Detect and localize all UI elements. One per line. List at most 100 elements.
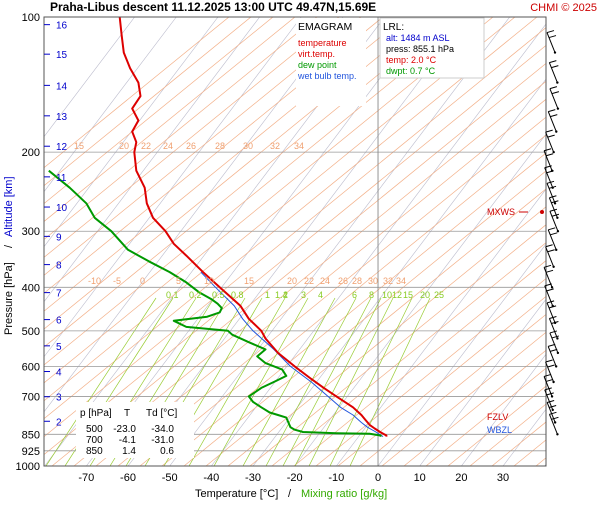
dry-adiabat-line bbox=[44, 17, 296, 222]
pressure-tick-label: 600 bbox=[22, 361, 40, 373]
legend-item-dew-point: dew point bbox=[298, 60, 337, 70]
mixing-ratio-label: 1 bbox=[265, 290, 270, 300]
mixing-ratio-line bbox=[349, 297, 431, 466]
wind-barb bbox=[548, 316, 559, 340]
adiabat-label: 32 bbox=[270, 141, 280, 151]
dry-adiabat-line bbox=[403, 349, 546, 466]
altitude-tick-label: 2 bbox=[56, 417, 62, 428]
mixing-ratio-label: 12 bbox=[392, 290, 402, 300]
mixing-ratio-label: 25 bbox=[434, 290, 444, 300]
adiabat-label: 10 bbox=[204, 276, 214, 286]
credit-label: CHMI © 2025 bbox=[530, 2, 597, 14]
pressure-tick-label: 300 bbox=[22, 226, 40, 238]
dry-adiabat-line bbox=[381, 331, 546, 466]
wind-barb bbox=[549, 208, 560, 233]
mxws-point bbox=[540, 210, 544, 214]
x-tick-label: -10 bbox=[328, 472, 344, 484]
isotherm-line bbox=[377, 243, 546, 466]
mixing-ratio-line bbox=[213, 297, 309, 466]
table-row-500-p: 500 bbox=[86, 424, 103, 435]
dew-point-line bbox=[48, 169, 382, 437]
x-tick-label: 0 bbox=[375, 472, 381, 484]
isotherm-line bbox=[419, 298, 546, 466]
adiabat-label: 24 bbox=[163, 141, 173, 151]
y-axis-label-altitude: Altitude [km] bbox=[3, 176, 15, 237]
adiabat-label: 22 bbox=[141, 141, 151, 151]
mixing-ratio-label: 1.4 bbox=[275, 290, 288, 300]
table-row-700-td: -31.0 bbox=[151, 435, 174, 446]
altitude-tick-label: 4 bbox=[56, 368, 62, 379]
x-axis-title: Temperature [°C] / Mixing ratio [g/kg] bbox=[195, 488, 387, 500]
isotherm-line bbox=[44, 17, 302, 358]
x-tick-label: -40 bbox=[203, 472, 219, 484]
mixing-ratio-line bbox=[329, 297, 413, 466]
x-tick-label: 30 bbox=[497, 472, 509, 484]
adiabat-label: 30 bbox=[368, 276, 378, 286]
dry-adiabat-line bbox=[44, 17, 252, 187]
altitude-tick-label: 3 bbox=[56, 393, 62, 404]
level-table: p [hPa] T Td [°C] 500 -23.0 -34.0 700 -4… bbox=[76, 402, 194, 458]
wind-barb bbox=[547, 109, 558, 133]
x-tick-label: -20 bbox=[287, 472, 303, 484]
adiabat-label: 34 bbox=[396, 276, 406, 286]
altitude-tick-label: 13 bbox=[56, 112, 68, 123]
dry-adiabat-line bbox=[161, 152, 546, 466]
lrl-box: LRL: alt: 1484 m ASL press: 855.1 hPa te… bbox=[379, 17, 485, 79]
wind-barb bbox=[547, 343, 558, 368]
adiabat-label: 32 bbox=[383, 276, 393, 286]
isotherm-line bbox=[127, 17, 469, 466]
altitude-tick-label: 16 bbox=[56, 21, 68, 32]
legend-item-wet-bulb: wet bulb temp. bbox=[297, 71, 357, 81]
mixing-ratio-label: 4 bbox=[318, 290, 323, 300]
mixing-ratio-label: 0.5 bbox=[212, 290, 225, 300]
wind-barb bbox=[548, 60, 559, 84]
adiabat-label: 20 bbox=[287, 276, 297, 286]
wet-bulb-line bbox=[200, 271, 384, 438]
isotherm-line bbox=[336, 188, 546, 466]
wbzl-label: WBZL bbox=[487, 425, 512, 435]
mixing-ratio-line bbox=[294, 297, 382, 466]
mixing-ratio-label: 2 bbox=[283, 290, 288, 300]
wind-barb bbox=[549, 86, 560, 110]
mixing-ratio-label: 3 bbox=[301, 290, 306, 300]
adiabat-label: 28 bbox=[215, 141, 225, 151]
wind-barb bbox=[548, 411, 559, 436]
table-row-850-td: 0.6 bbox=[160, 446, 174, 457]
lrl-dwpt: dwpt: 0.7 °C bbox=[386, 66, 436, 76]
isotherm-line bbox=[252, 78, 546, 466]
dry-adiabat-line bbox=[44, 17, 230, 169]
adiabat-label: -5 bbox=[113, 276, 121, 286]
lrl-temp: temp: 2.0 °C bbox=[386, 55, 437, 65]
pressure-tick-label: 100 bbox=[22, 12, 40, 24]
isotherm-line bbox=[169, 17, 510, 466]
pressure-tick-label: 500 bbox=[22, 326, 40, 338]
x-tick-label: -30 bbox=[245, 472, 261, 484]
adiabat-label: 15 bbox=[244, 276, 254, 286]
isotherm-line bbox=[44, 17, 177, 193]
isotherm-line bbox=[44, 17, 135, 138]
table-header-p: p [hPa] bbox=[80, 408, 112, 419]
mixing-ratio-label: 0.1 bbox=[166, 290, 179, 300]
y-axis-title: Pressure [hPa] / Altitude [km] bbox=[3, 176, 15, 335]
mixing-ratio-label: 0.8 bbox=[231, 290, 244, 300]
x-axis-label-temperature: Temperature [°C] bbox=[195, 488, 278, 500]
legend-item-virt-temp: virt.temp. bbox=[298, 49, 335, 59]
temperature-line bbox=[118, 17, 388, 437]
dry-adiabat-line bbox=[44, 45, 546, 456]
wind-barb bbox=[545, 244, 555, 268]
pressure-tick-label: 850 bbox=[22, 429, 40, 441]
altitude-tick-label: 12 bbox=[56, 142, 68, 153]
wind-barb bbox=[546, 30, 557, 54]
x-axis-label-mixing: Mixing ratio [g/kg] bbox=[301, 488, 387, 500]
dry-adiabat-line bbox=[425, 367, 546, 466]
table-row-500-t: -23.0 bbox=[113, 424, 136, 435]
pressure-tick-label: 200 bbox=[22, 147, 40, 159]
x-tick-label: -70 bbox=[78, 472, 94, 484]
adiabat-label: 30 bbox=[243, 141, 253, 151]
pressure-tick-label: 925 bbox=[22, 446, 40, 458]
table-row-850-p: 850 bbox=[86, 446, 103, 457]
dry-adiabat-line bbox=[44, 17, 538, 420]
isotherm-line bbox=[44, 17, 219, 248]
legend: EMAGRAM temperature virt.temp. dew point… bbox=[296, 18, 366, 106]
altitude-tick-label: 9 bbox=[56, 232, 62, 243]
